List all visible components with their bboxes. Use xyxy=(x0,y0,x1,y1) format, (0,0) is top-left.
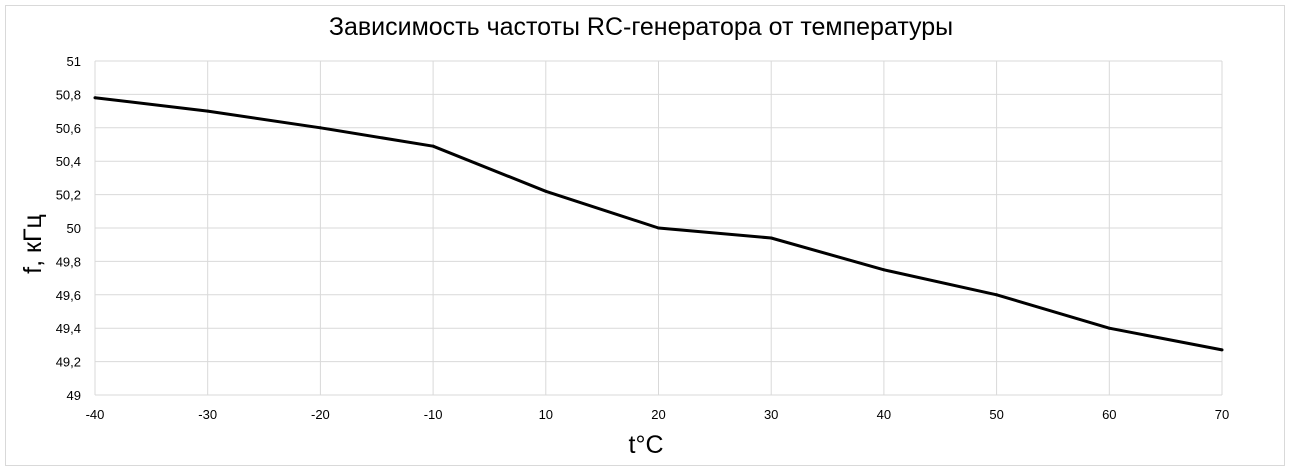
y-tick-label: 50,2 xyxy=(56,188,81,203)
x-tick-label: 40 xyxy=(877,407,891,422)
y-axis-ticks: 51 50,8 50,6 50,4 50,2 50 49,8 49,6 49,4 49,2 49 xyxy=(56,54,81,403)
data-point xyxy=(995,293,999,297)
y-tick-label: 49,8 xyxy=(56,254,81,269)
x-tick-label: -20 xyxy=(311,407,330,422)
x-tick-label: -40 xyxy=(86,407,105,422)
x-tick-label: 70 xyxy=(1215,407,1229,422)
x-tick-label: 10 xyxy=(539,407,553,422)
x-axis-ticks: -40 -30 -20 -10 10 20 30 40 50 60 70 xyxy=(86,407,1230,422)
x-tick-label: 60 xyxy=(1102,407,1116,422)
x-tick-label: 30 xyxy=(764,407,778,422)
y-tick-label: 51 xyxy=(67,54,81,69)
y-tick-label: 49 xyxy=(67,388,81,403)
data-point xyxy=(657,226,660,230)
data-point xyxy=(93,96,97,100)
data-point xyxy=(206,109,210,113)
y-tick-label: 50,6 xyxy=(56,121,81,136)
y-tick-label: 49,4 xyxy=(56,321,81,336)
data-point xyxy=(431,144,435,148)
data-point xyxy=(544,189,548,193)
y-tick-label: 50,8 xyxy=(56,87,81,102)
data-point xyxy=(1220,348,1224,352)
data-point xyxy=(769,236,773,240)
chart-frame xyxy=(5,5,1285,466)
x-tick-label: 20 xyxy=(651,407,665,422)
chart-title: Зависимость частоты RC-генератора от тем… xyxy=(329,13,953,41)
x-tick-label: -30 xyxy=(198,407,217,422)
series-layer xyxy=(93,96,1224,352)
y-tick-label: 50,4 xyxy=(56,154,81,169)
y-axis-title: f, кГц xyxy=(19,214,47,274)
y-tick-label: 49,6 xyxy=(56,288,81,303)
y-tick-label: 50 xyxy=(67,221,81,236)
x-tick-label: -10 xyxy=(424,407,443,422)
y-tick-label: 49,2 xyxy=(56,355,81,370)
x-tick-label: 50 xyxy=(989,407,1003,422)
x-axis-title: t°C xyxy=(629,431,664,459)
data-point xyxy=(882,268,886,272)
grid xyxy=(94,60,1223,396)
data-point xyxy=(318,126,322,130)
data-point xyxy=(1107,326,1111,330)
